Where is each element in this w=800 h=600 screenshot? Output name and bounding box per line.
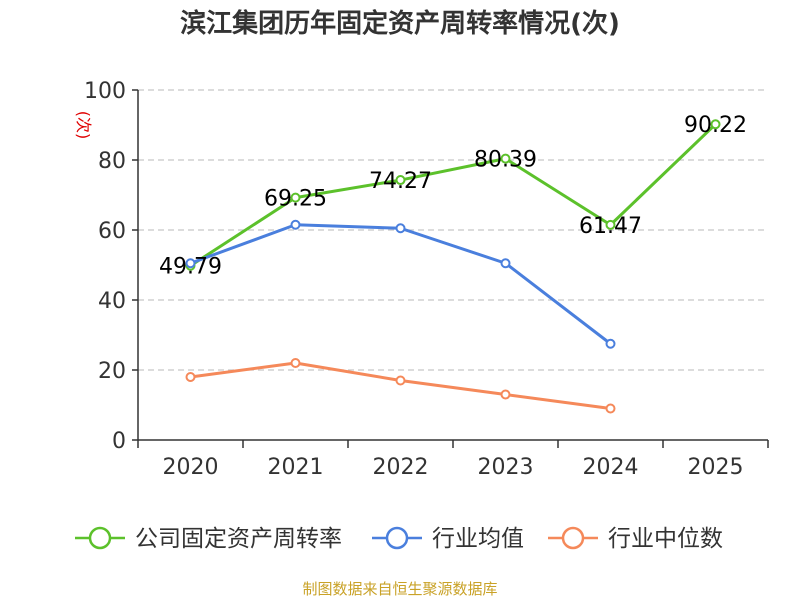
data-label: 61.47: [579, 214, 642, 239]
legend-label: 公司固定资产周转率: [135, 526, 342, 552]
data-label: 69.25: [264, 187, 327, 212]
x-tick-label: 2025: [688, 455, 744, 480]
data-labels: 49.79 69.25 74.27 80.39 61.47 90.22: [159, 113, 747, 280]
y-tick-label: 80: [98, 149, 126, 174]
y-tick-label: 60: [98, 219, 126, 244]
x-tick-label: 2022: [373, 455, 429, 480]
y-tick-label: 0: [112, 429, 126, 454]
series-line: [189, 123, 717, 267]
data-point: [500, 153, 511, 164]
data-point: [710, 119, 721, 130]
data-point: [395, 375, 406, 386]
data-point: [185, 372, 196, 382]
series-line: [189, 223, 612, 345]
x-tick-label: 2023: [478, 455, 534, 480]
y-tick-label: 100: [84, 79, 126, 104]
data-point: [290, 219, 301, 230]
legend-label: 行业均值: [432, 526, 524, 552]
legend-marker: [561, 526, 585, 550]
chart-title: 滨江集团历年固定资产周转率情况(次): [180, 8, 620, 39]
y-tick-label: 40: [98, 289, 126, 314]
axes: 0 20 40 60 80 100 2020 2021 2022 2023 2024 2025: [84, 79, 769, 480]
data-point: [395, 175, 406, 186]
data-point: [290, 192, 301, 203]
y-axis-label: (次): [74, 111, 93, 140]
x-tick-label: 2021: [268, 455, 324, 480]
data-point: [605, 403, 616, 414]
legend-marker: [88, 526, 112, 550]
x-tick-label: 2024: [583, 455, 639, 480]
legend-label: 行业中位数: [608, 526, 723, 552]
data-point: [395, 223, 406, 234]
legend-marker: [385, 526, 409, 550]
data-label: 80.39: [474, 148, 537, 173]
source-note: 制图数据来自恒生聚源数据库: [302, 580, 497, 598]
data-label: 49.79: [159, 255, 222, 280]
data-label: 90.22: [684, 113, 747, 138]
y-tick-label: 20: [98, 359, 126, 384]
data-point: [605, 338, 616, 349]
data-point: [605, 219, 616, 230]
series-group: [185, 119, 721, 414]
data-label: 74.27: [369, 169, 432, 194]
data-point: [185, 258, 196, 269]
data-point: [500, 389, 511, 400]
data-point: [290, 358, 301, 368]
x-tick-label: 2020: [163, 455, 219, 480]
grid-lines: [138, 89, 768, 371]
legend: 公司固定资产周转率 行业均值 行业中位数: [75, 526, 723, 552]
data-point: [500, 258, 511, 269]
